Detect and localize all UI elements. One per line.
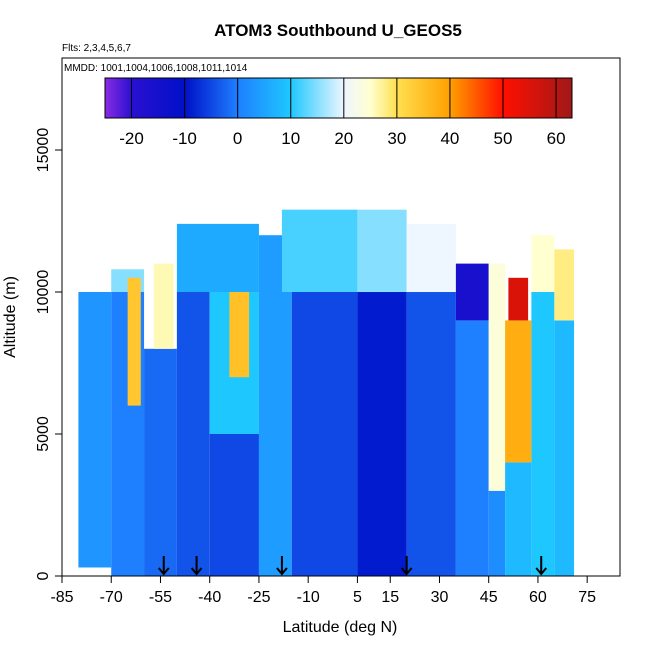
curtain-cell: [531, 235, 555, 293]
curtain-cell: [144, 348, 177, 576]
curtain-cell: [508, 277, 529, 321]
x-tick-label: 75: [578, 589, 596, 606]
curtain-cell: [176, 292, 210, 576]
colorbar: [104, 77, 573, 119]
curtain-cell: [455, 320, 489, 576]
curtain-cell: [78, 292, 112, 568]
colorbar-tick-label: -10: [172, 129, 197, 148]
curtain-cell: [505, 320, 532, 463]
y-tick-label: 10000: [35, 270, 52, 315]
x-tick-label: 45: [480, 589, 498, 606]
x-tick-label: -10: [297, 589, 320, 606]
curtain-cell: [281, 209, 358, 293]
curtain-cell: [127, 277, 141, 406]
curtain-cell: [455, 263, 489, 321]
flight-arrow: [400, 556, 413, 576]
colorbar-tick-label: 50: [494, 129, 513, 148]
curtain-cell: [531, 292, 555, 576]
flight-arrow: [157, 556, 170, 576]
curtain-cell: [229, 292, 250, 378]
flight-arrow: [276, 556, 288, 576]
x-tick-label: 60: [529, 589, 547, 606]
curtain-cell: [488, 490, 506, 576]
curtain-cell: [554, 320, 575, 576]
y-axis-label: Altitude (m): [2, 276, 19, 358]
flight-arrow: [190, 556, 203, 576]
colorbar-tick-label: 30: [387, 129, 406, 148]
curtain-cell: [176, 223, 259, 293]
x-tick-label: -40: [198, 589, 221, 606]
curtain-cell: [488, 263, 506, 491]
colorbar-tick-label: 10: [281, 129, 300, 148]
x-axis-label: Latitude (deg N): [283, 619, 398, 636]
curtain-cell: [153, 263, 174, 349]
curtain-cell: [406, 292, 456, 576]
colorbar-tick-label: -20: [119, 129, 144, 148]
y-tick-label: 0: [35, 571, 52, 580]
x-tick-label: 5: [353, 589, 362, 606]
curtain-cell: [406, 223, 456, 293]
x-tick-label: 30: [431, 589, 449, 606]
colorbar-tick-label: 60: [547, 129, 566, 148]
colorbar-tick-label: 40: [440, 129, 459, 148]
x-tick-label: -55: [149, 589, 172, 606]
curtain-cell: [357, 209, 407, 293]
curtain-cell: [209, 434, 259, 576]
curtain-cell: [357, 292, 407, 576]
x-tick-label: 15: [381, 589, 399, 606]
subtitle: Flts: 2,3,4,5,6,7: [62, 43, 131, 54]
colorbar-tick-label: 0: [233, 129, 242, 148]
x-tick-label: -25: [247, 589, 270, 606]
curtain-cell: [291, 292, 358, 576]
flight-arrow: [535, 556, 547, 576]
x-tick-label: -70: [100, 589, 123, 606]
y-tick-label: 15000: [35, 128, 52, 173]
plot-frame: [61, 57, 621, 577]
colorbar-tick-label: 20: [334, 129, 353, 148]
y-tick-label: 5000: [35, 416, 52, 452]
curtain-cell: [554, 249, 575, 321]
x-tick-label: -85: [50, 589, 73, 606]
annotation: MMDD: 1001,1004,1006,1008,1011,1014: [64, 63, 248, 74]
curtain-cell: [505, 462, 532, 576]
chart-title: ATOM3 Southbound U_GEOS5: [214, 21, 462, 40]
